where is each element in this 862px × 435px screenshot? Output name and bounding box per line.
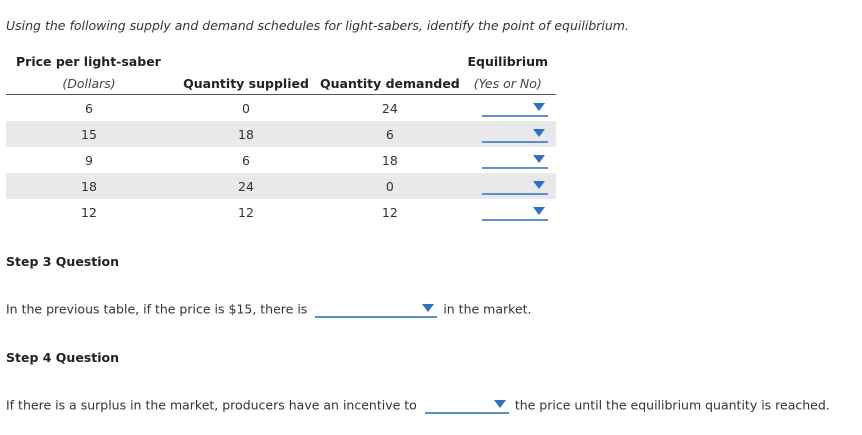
supplied-cell: 24 [172,173,320,199]
equilibrium-options-header: (Yes or No) [459,72,556,95]
instructions-text: Using the following supply and demand sc… [6,18,629,33]
table-row: 12 12 12 [6,199,556,225]
price-header: Price per light-saber [16,54,161,69]
chevron-down-icon [532,207,545,215]
price-unit-header: (Dollars) [6,72,172,95]
quantity-supplied-header: Quantity supplied [172,72,320,95]
demanded-cell: 24 [381,100,398,116]
supply-demand-table: Price per light-saber Equilibrium (Dolla… [6,51,556,225]
table-row: 15 18 6 [6,121,556,147]
demanded-cell: 0 [320,173,460,199]
table-row: 9 6 18 [6,147,556,173]
table-header-row-top: Price per light-saber Equilibrium [6,51,556,72]
quantity-demanded-header: Quantity demanded [320,72,460,95]
price-cell: 6 [85,100,93,116]
step3-dropdown[interactable] [315,300,438,318]
equilibrium-header: Equilibrium [467,54,549,69]
step3-text-before: In the previous table, if the price is $… [6,301,308,317]
chevron-down-icon [422,304,435,312]
chevron-down-icon [532,181,545,189]
step3-question: In the previous table, if the price is $… [6,300,532,318]
supplied-cell: 18 [172,121,320,147]
table-header-row-bottom: (Dollars) Quantity supplied Quantity dem… [6,72,556,95]
step3-title: Step 3 Question [6,254,119,269]
step4-dropdown[interactable] [424,396,509,414]
step3-text-after: in the market. [443,301,532,317]
chevron-down-icon [532,155,545,163]
price-cell: 18 [6,173,172,199]
demanded-cell: 18 [381,152,398,168]
chevron-down-icon [493,400,506,408]
chevron-down-icon [532,129,545,137]
table-row: 18 24 0 [6,173,556,199]
equilibrium-dropdown[interactable] [481,177,548,195]
equilibrium-dropdown[interactable] [481,125,548,143]
demanded-cell: 12 [381,204,398,220]
step4-title: Step 4 Question [6,350,119,365]
equilibrium-dropdown[interactable] [481,203,548,221]
price-cell: 9 [85,152,93,168]
equilibrium-dropdown[interactable] [481,99,548,117]
demanded-cell: 6 [320,121,460,147]
supplied-cell: 0 [242,100,250,116]
supplied-cell: 6 [242,152,250,168]
chevron-down-icon [532,103,545,111]
price-cell: 12 [81,204,97,220]
step4-text-after: the price until the equilibrium quantity… [514,397,830,413]
step4-question: If there is a surplus in the market, pro… [6,396,830,414]
price-cell: 15 [6,121,172,147]
equilibrium-dropdown[interactable] [481,151,548,169]
step4-text-before: If there is a surplus in the market, pro… [6,397,417,413]
supplied-cell: 12 [238,204,254,220]
table-row: 6 0 24 [6,95,556,122]
